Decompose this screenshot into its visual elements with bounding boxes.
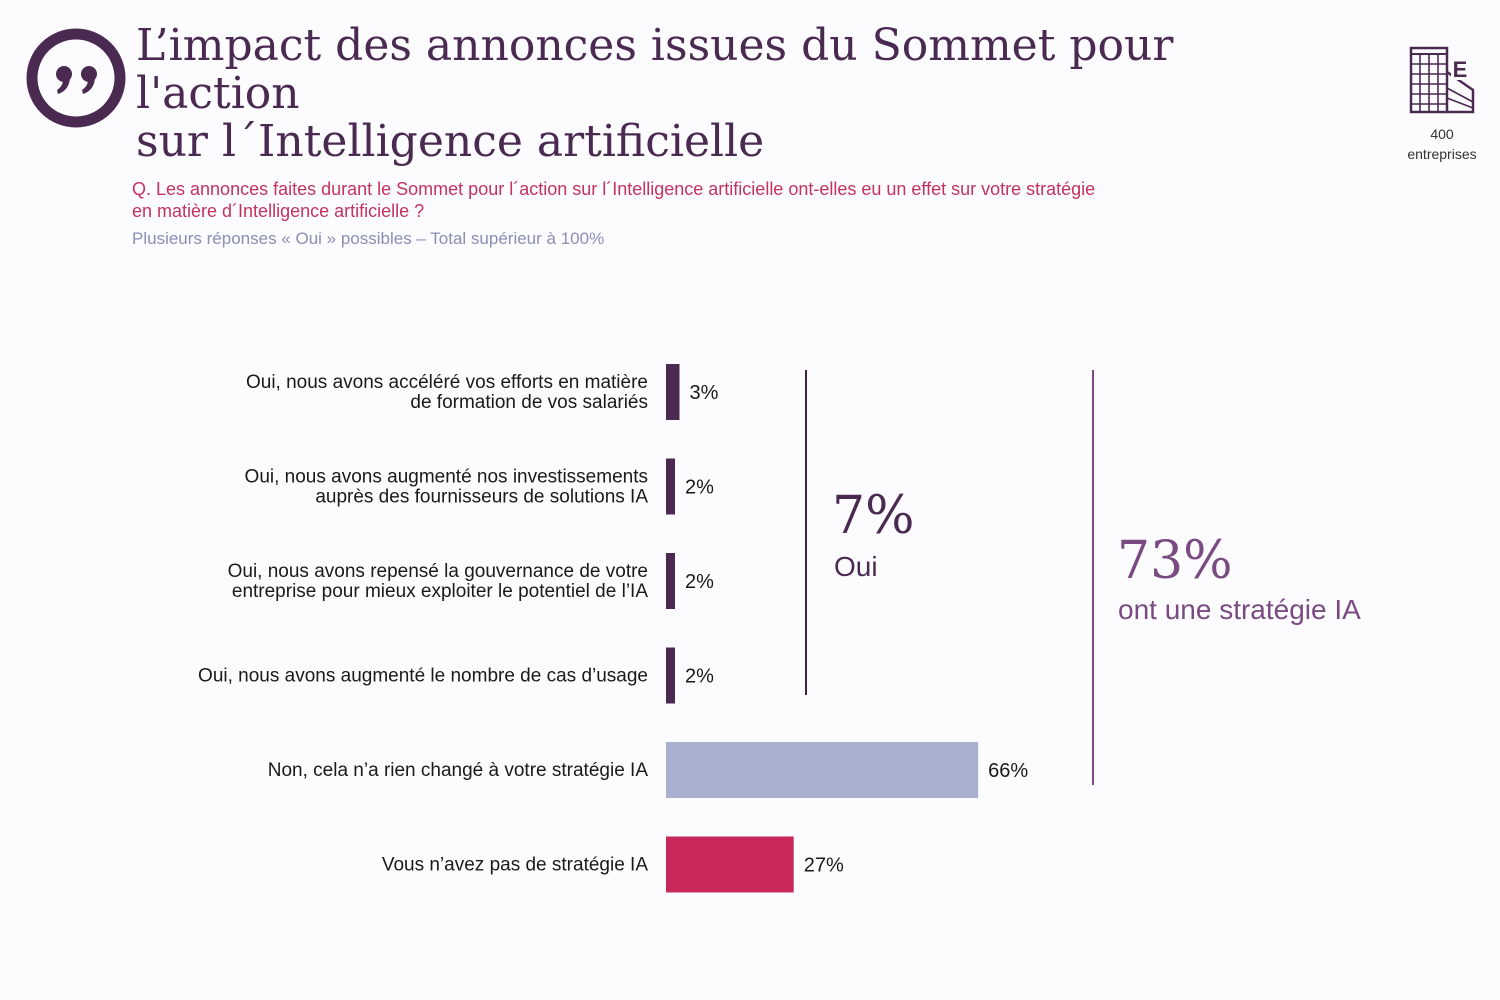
- category-label-line: Oui, nous avons augmenté nos investissem…: [245, 467, 648, 488]
- category-label-line: Oui, nous avons repensé la gouvernance d…: [228, 561, 648, 582]
- oui-group-label: Oui: [834, 551, 878, 582]
- value-label-4: 2%: [685, 666, 714, 688]
- category-label-line: Oui, nous avons augmenté le nombre de ca…: [198, 666, 648, 687]
- sample-size-badge: E 400 entreprises: [1396, 42, 1488, 164]
- bar-5: [666, 742, 979, 798]
- category-label-2: Oui, nous avons augmenté nos investissem…: [245, 467, 649, 508]
- category-label-line: Vous n’avez pas de stratégie IA: [382, 855, 648, 876]
- bar-6: [666, 836, 794, 893]
- category-label-6: Vous n’avez pas de stratégie IA: [382, 855, 648, 876]
- strategy-group-percentage: 73%: [1117, 531, 1233, 591]
- title-line-2: sur l´Intelligence artificielle: [136, 116, 765, 167]
- category-label-line: Oui, nous avons accéléré vos efforts en …: [246, 372, 648, 393]
- strategy-bracket-line: [1092, 370, 1094, 785]
- bar-4: [666, 647, 675, 704]
- category-label-1: Oui, nous avons accéléré vos efforts en …: [246, 372, 648, 413]
- category-label-5: Non, cela n’a rien changé à votre straté…: [268, 760, 649, 781]
- svg-text:E: E: [1453, 57, 1468, 82]
- survey-question: Q. Les annonces faites durant le Sommet …: [132, 178, 1312, 222]
- question-line-2: en matière d´Intelligence artificielle ?: [132, 201, 425, 221]
- bar-chart: 3% Oui, nous avons accéléré vos efforts e…: [198, 364, 1028, 893]
- bar-1: [666, 364, 680, 420]
- question-note: Plusieurs réponses « Oui » possibles – T…: [132, 229, 605, 248]
- page-title: L’impact des annonces issues du Sommet p…: [136, 22, 1316, 166]
- category-label-4: Oui, nous avons augmenté le nombre de ca…: [198, 666, 648, 687]
- question-line-1: Q. Les annonces faites durant le Sommet …: [132, 179, 1096, 199]
- value-label-5: 66%: [988, 760, 1028, 782]
- category-label-line: Non, cela n’a rien changé à votre straté…: [268, 760, 649, 781]
- building-icon: E: [1409, 46, 1475, 114]
- sample-unit: entreprises: [1407, 146, 1477, 162]
- bar-2: [666, 458, 675, 515]
- oui-bracket-line: [805, 370, 807, 695]
- title-line-1: L’impact des annonces issues du Sommet p…: [136, 20, 1174, 119]
- category-label-line: entreprise pour mieux exploiter le poten…: [232, 581, 648, 602]
- sample-count: 400: [1430, 126, 1454, 142]
- value-label-2: 2%: [685, 477, 714, 499]
- strategy-group-label: ont une stratégie IA: [1118, 594, 1361, 625]
- category-label-3: Oui, nous avons repensé la gouvernance d…: [228, 561, 649, 602]
- bar-3: [666, 553, 675, 609]
- value-label-6: 27%: [804, 855, 844, 877]
- oui-group-percentage: 7%: [832, 486, 915, 546]
- quote-logo-icon: [26, 28, 126, 128]
- category-label-line: auprès des fournisseurs de solutions IA: [315, 487, 648, 508]
- value-label-3: 2%: [685, 571, 714, 593]
- value-label-1: 3%: [690, 382, 719, 404]
- category-label-line: de formation de vos salariés: [410, 392, 648, 413]
